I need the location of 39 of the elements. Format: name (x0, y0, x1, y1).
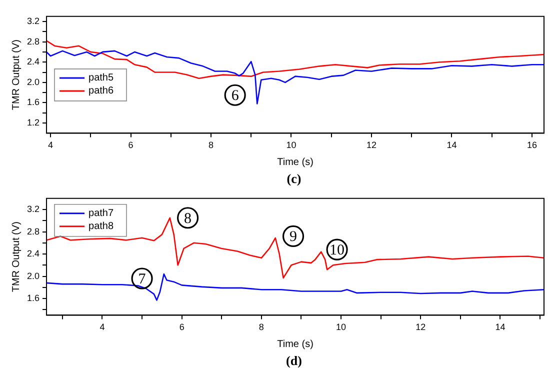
legend-label: path5 (88, 72, 114, 84)
x-tick-label: 10 (286, 140, 296, 150)
annotation: 10 (330, 242, 345, 259)
text: (c) (286, 170, 302, 188)
x-tick-label: 8 (208, 140, 214, 150)
y-axis-title: TMR Output (V) (10, 40, 22, 110)
x-tick-label: 14 (495, 322, 506, 332)
y-tick-label: 2.4 (26, 56, 40, 67)
x-tick-label: 12 (416, 322, 426, 332)
y-tick-label: 1.2 (26, 118, 40, 128)
y-tick-label: 2.8 (26, 36, 40, 46)
annotation: 9 (290, 229, 298, 246)
x-tick-label: 4 (48, 140, 54, 150)
y-tick-label: 1.6 (26, 97, 40, 108)
y-tick-label: 2.0 (26, 76, 40, 87)
x-tick-label: 14 (446, 140, 457, 150)
x-tick-label: 6 (179, 322, 184, 332)
annotation: 8 (184, 210, 192, 227)
x-axis-title: Time (s) (277, 156, 314, 168)
y-tick-label: 3.2 (26, 204, 40, 214)
y-tick-label: 2.0 (26, 270, 40, 281)
annotation: 7 (138, 271, 146, 288)
y-tick-label: 2.8 (26, 226, 40, 236)
annotation: 6 (231, 88, 240, 104)
text: (d) (285, 352, 303, 370)
y-tick-label: 2.4 (26, 248, 40, 259)
y-tick-label: 3.2 (26, 16, 40, 26)
legend-label: path8 (88, 221, 114, 232)
x-tick-label: 16 (526, 140, 537, 150)
x-tick-label: 6 (128, 140, 134, 150)
legend-label: path6 (88, 86, 114, 97)
legend-label: path7 (88, 208, 114, 220)
y-axis-title: TMR Output (V) (10, 222, 22, 292)
x-tick-label: 8 (258, 322, 264, 332)
x-tick-label: 12 (366, 140, 376, 150)
x-tick-label: 4 (100, 322, 105, 332)
x-tick-label: 10 (336, 322, 346, 332)
y-tick-label: 1.6 (26, 293, 40, 303)
x-axis-title: Time (s) (277, 338, 314, 350)
